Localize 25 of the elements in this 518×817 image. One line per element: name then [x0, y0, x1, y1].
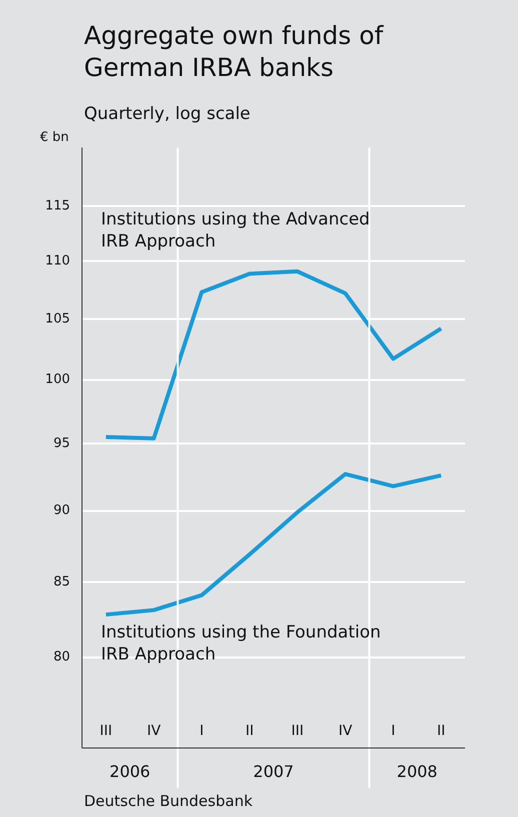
- y-tick-label: 115: [45, 198, 70, 214]
- y-tick-label: 95: [53, 436, 70, 451]
- x-tick-label: I: [391, 723, 396, 740]
- x-tick-label: IV: [146, 723, 162, 740]
- y-tick-label: 105: [45, 311, 70, 326]
- x-tick-label: III: [100, 723, 112, 740]
- y-tick-label: 100: [45, 372, 70, 388]
- text: 2006: [110, 762, 150, 782]
- y-axis-title: € bn: [40, 130, 69, 145]
- x-tick-label: IV: [338, 723, 353, 740]
- x-tick-label: II: [436, 723, 446, 740]
- text: 2007: [253, 762, 294, 782]
- chart-subtitle: Quarterly, log scale: [84, 104, 250, 124]
- text: Deutsche Bundesbank: [84, 792, 253, 810]
- text: 2008: [396, 762, 438, 782]
- chart-title: Aggregate own funds of German IRBA banks: [84, 20, 385, 84]
- series-label: Institutions using the Foundation IRB Approach: [100, 622, 381, 664]
- x-tick-label: II: [245, 723, 254, 740]
- text: Institutions using the Advanced IRB Approach: [100, 209, 370, 252]
- x-tick-label: I: [200, 723, 204, 740]
- y-tick-label: 85: [53, 574, 70, 590]
- y-tick-label: 110: [45, 254, 70, 269]
- y-tick-label: 90: [53, 503, 70, 518]
- y-tick-label: 80: [53, 650, 70, 665]
- x-tick-label: III: [291, 723, 304, 740]
